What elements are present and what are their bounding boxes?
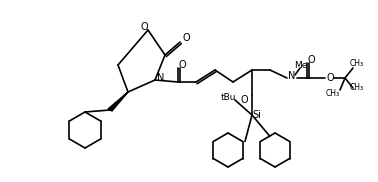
- Text: N: N: [288, 71, 296, 81]
- Text: O: O: [140, 22, 148, 32]
- Text: O: O: [240, 95, 248, 105]
- Text: O: O: [182, 33, 190, 43]
- Text: CH₃: CH₃: [350, 60, 364, 68]
- Text: O: O: [307, 55, 315, 65]
- Text: O: O: [178, 60, 186, 70]
- Polygon shape: [108, 92, 128, 111]
- Text: CH₃: CH₃: [326, 90, 340, 98]
- Text: O: O: [326, 73, 334, 83]
- Text: N: N: [157, 73, 165, 83]
- Text: Si: Si: [253, 110, 262, 120]
- Text: CH₃: CH₃: [350, 84, 364, 92]
- Text: Me: Me: [294, 62, 308, 70]
- Text: tBu: tBu: [220, 92, 236, 102]
